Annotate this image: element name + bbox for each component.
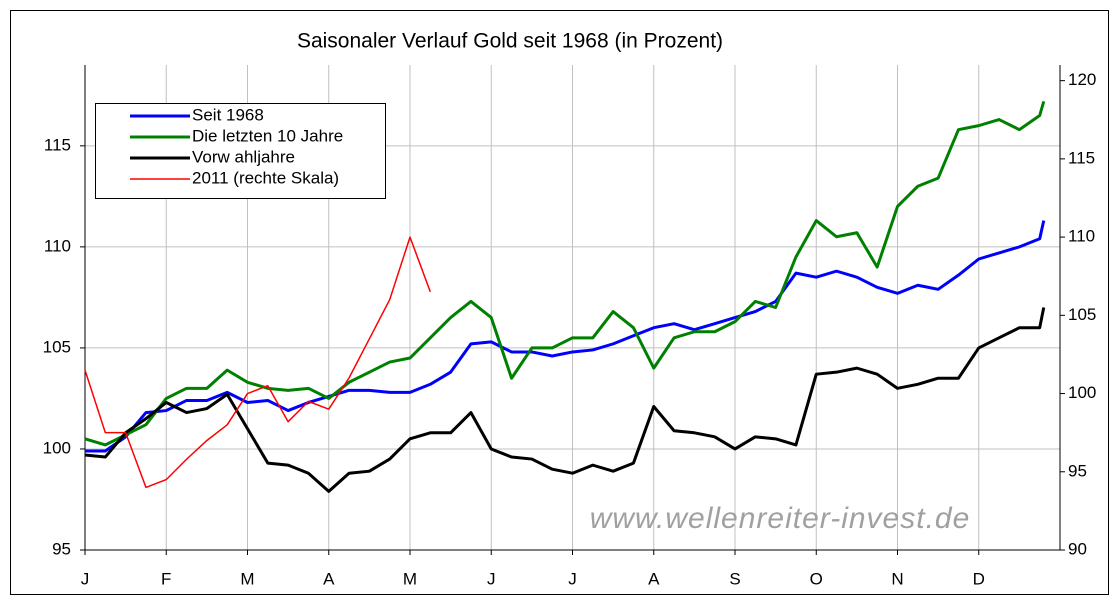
chart-title: Saisonaler Verlauf Gold seit 1968 (in Pr… [297,30,723,53]
series-line [84,100,1046,447]
y-tick-label: 95 [52,539,71,558]
series-line [84,307,1046,493]
y2-tick-label: 110 [1068,227,1095,246]
legend-label: Seit 1968 [192,105,264,124]
y2-tick-label: 105 [1068,305,1096,324]
y2-tick-label: 120 [1068,70,1096,89]
x-tick-label: J [81,569,90,588]
x-tick-label: A [648,569,660,588]
x-tick-label: N [891,569,903,588]
legend-label: Die letzten 10 Jahre [192,126,343,145]
y2-tick-label: 100 [1068,383,1096,402]
watermark: www.wellenreiter-invest.de [590,502,971,535]
series-line [84,236,432,489]
x-tick-label: M [240,569,254,588]
legend-label: Vorw ahljahre [192,147,295,166]
legend-label: 2011 (rechte Skala) [192,168,339,187]
x-tick-label: O [810,569,823,588]
x-tick-label: M [403,569,417,588]
x-tick-label: F [161,569,171,588]
x-tick-label: S [729,569,740,588]
x-tick-label: A [323,569,335,588]
y2-tick-label: 95 [1068,461,1087,480]
x-tick-label: J [487,569,496,588]
y-tick-label: 100 [43,438,71,457]
x-tick-label: J [568,569,577,588]
legend-box [95,103,386,199]
y-tick-label: 105 [43,337,71,356]
y-tick-label: 110 [44,236,71,255]
y-tick-label: 115 [44,135,71,154]
series-line [85,220,1046,453]
y2-tick-label: 90 [1068,539,1087,558]
x-tick-label: D [973,569,985,588]
y2-tick-label: 115 [1068,148,1095,167]
